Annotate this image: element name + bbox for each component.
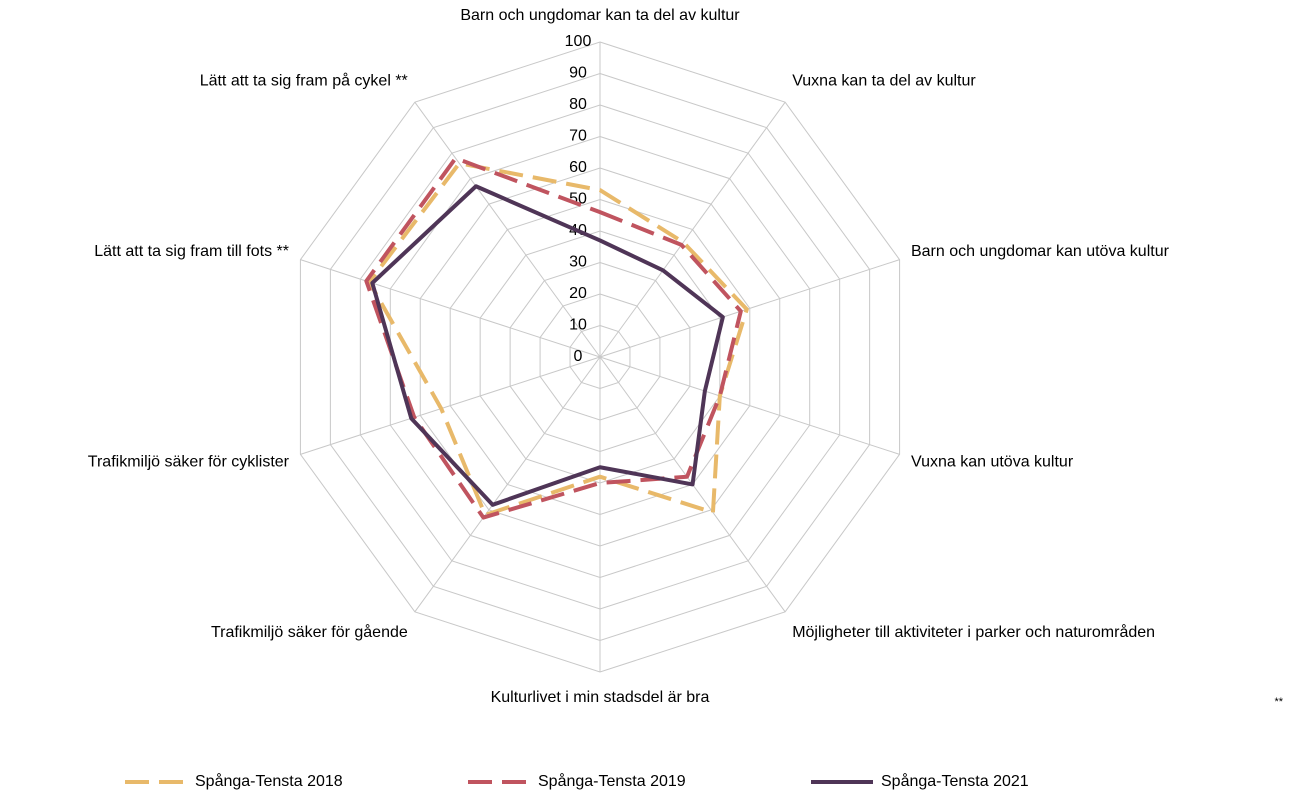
spoke — [599, 101, 786, 358]
axis-label: Barn och ungdomar kan utöva kultur — [911, 243, 1170, 260]
spoke — [300, 259, 601, 358]
axis-label: Kulturlivet i min stadsdel är bra — [491, 689, 710, 706]
y-tick-label: 70 — [569, 128, 587, 145]
axis-label: Lätt att ta sig fram till fots ** — [94, 243, 289, 260]
axis-label: Vuxna kan utöva kultur — [911, 454, 1074, 471]
spoke — [414, 356, 601, 613]
y-tick-label: 80 — [569, 96, 587, 113]
spoke — [414, 101, 601, 358]
series-line — [364, 156, 743, 520]
series-line — [370, 184, 725, 507]
series-line — [367, 161, 749, 518]
spoke — [599, 356, 900, 455]
y-tick-label: 10 — [569, 317, 587, 334]
y-tick-label: 30 — [569, 254, 587, 271]
legend-label: Spånga-Tensta 2018 — [195, 772, 343, 790]
y-tick-label: 90 — [569, 65, 587, 82]
y-tick-label: 0 — [574, 348, 583, 365]
legend-label: Spånga-Tensta 2021 — [881, 772, 1029, 790]
legend-label: Spånga-Tensta 2019 — [538, 772, 686, 790]
y-tick-label: 100 — [565, 33, 592, 50]
axis-label: Trafikmiljö säker för gående — [211, 623, 408, 641]
axis-label: Barn och ungdomar kan ta del av kultur — [460, 7, 740, 24]
annotation: ** — [1274, 696, 1283, 708]
spoke — [300, 356, 601, 455]
spoke — [599, 259, 900, 358]
y-tick-label: 60 — [569, 159, 587, 176]
axis-label: Möjligheter till aktiviteter i parker oc… — [792, 623, 1155, 641]
axis-label: Vuxna kan ta del av kultur — [792, 72, 976, 89]
axis-label: Trafikmiljö säker för cyklister — [88, 454, 290, 471]
axis-label: Lätt att ta sig fram på cykel ** — [200, 71, 408, 89]
y-tick-label: 20 — [569, 285, 587, 302]
